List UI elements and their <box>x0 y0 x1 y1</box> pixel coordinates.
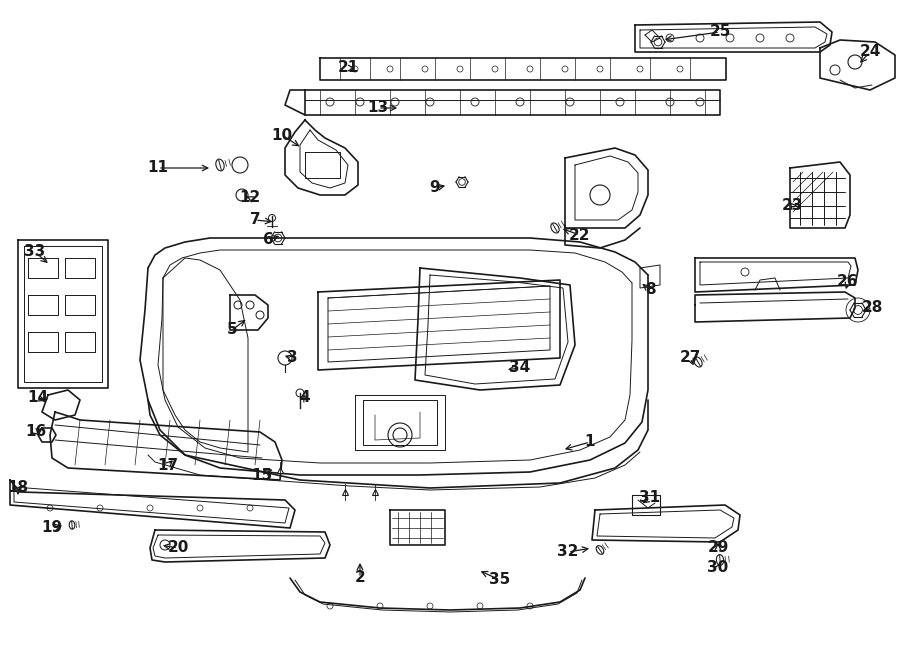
Text: 21: 21 <box>338 61 358 75</box>
Text: 22: 22 <box>569 227 590 243</box>
Text: 3: 3 <box>287 350 297 366</box>
Text: 8: 8 <box>644 282 655 297</box>
Text: 2: 2 <box>355 570 365 586</box>
Text: 34: 34 <box>509 360 531 375</box>
Text: 9: 9 <box>429 180 440 196</box>
Text: 20: 20 <box>167 541 189 555</box>
Text: 24: 24 <box>860 44 881 59</box>
Text: 25: 25 <box>709 24 731 40</box>
Text: 30: 30 <box>707 561 729 576</box>
Text: 15: 15 <box>251 467 273 483</box>
Text: 5: 5 <box>227 323 238 338</box>
Text: 14: 14 <box>27 391 49 405</box>
Text: 23: 23 <box>781 198 803 212</box>
Text: 18: 18 <box>7 481 29 496</box>
Text: 29: 29 <box>707 541 729 555</box>
Text: 16: 16 <box>25 424 47 440</box>
Text: 13: 13 <box>367 100 389 116</box>
Text: 6: 6 <box>263 233 274 247</box>
Text: 1: 1 <box>585 434 595 449</box>
Text: 31: 31 <box>639 490 661 506</box>
Text: 12: 12 <box>239 190 261 206</box>
Text: 35: 35 <box>490 572 510 588</box>
Text: 32: 32 <box>557 545 579 559</box>
Text: 7: 7 <box>249 212 260 227</box>
Text: 10: 10 <box>272 128 292 143</box>
Text: 33: 33 <box>24 245 46 260</box>
Text: 27: 27 <box>680 350 701 366</box>
Text: 28: 28 <box>861 301 883 315</box>
Text: 17: 17 <box>158 457 178 473</box>
Text: 4: 4 <box>300 391 310 405</box>
Text: 26: 26 <box>837 274 859 290</box>
Text: 19: 19 <box>41 520 63 535</box>
Text: 11: 11 <box>148 161 168 176</box>
